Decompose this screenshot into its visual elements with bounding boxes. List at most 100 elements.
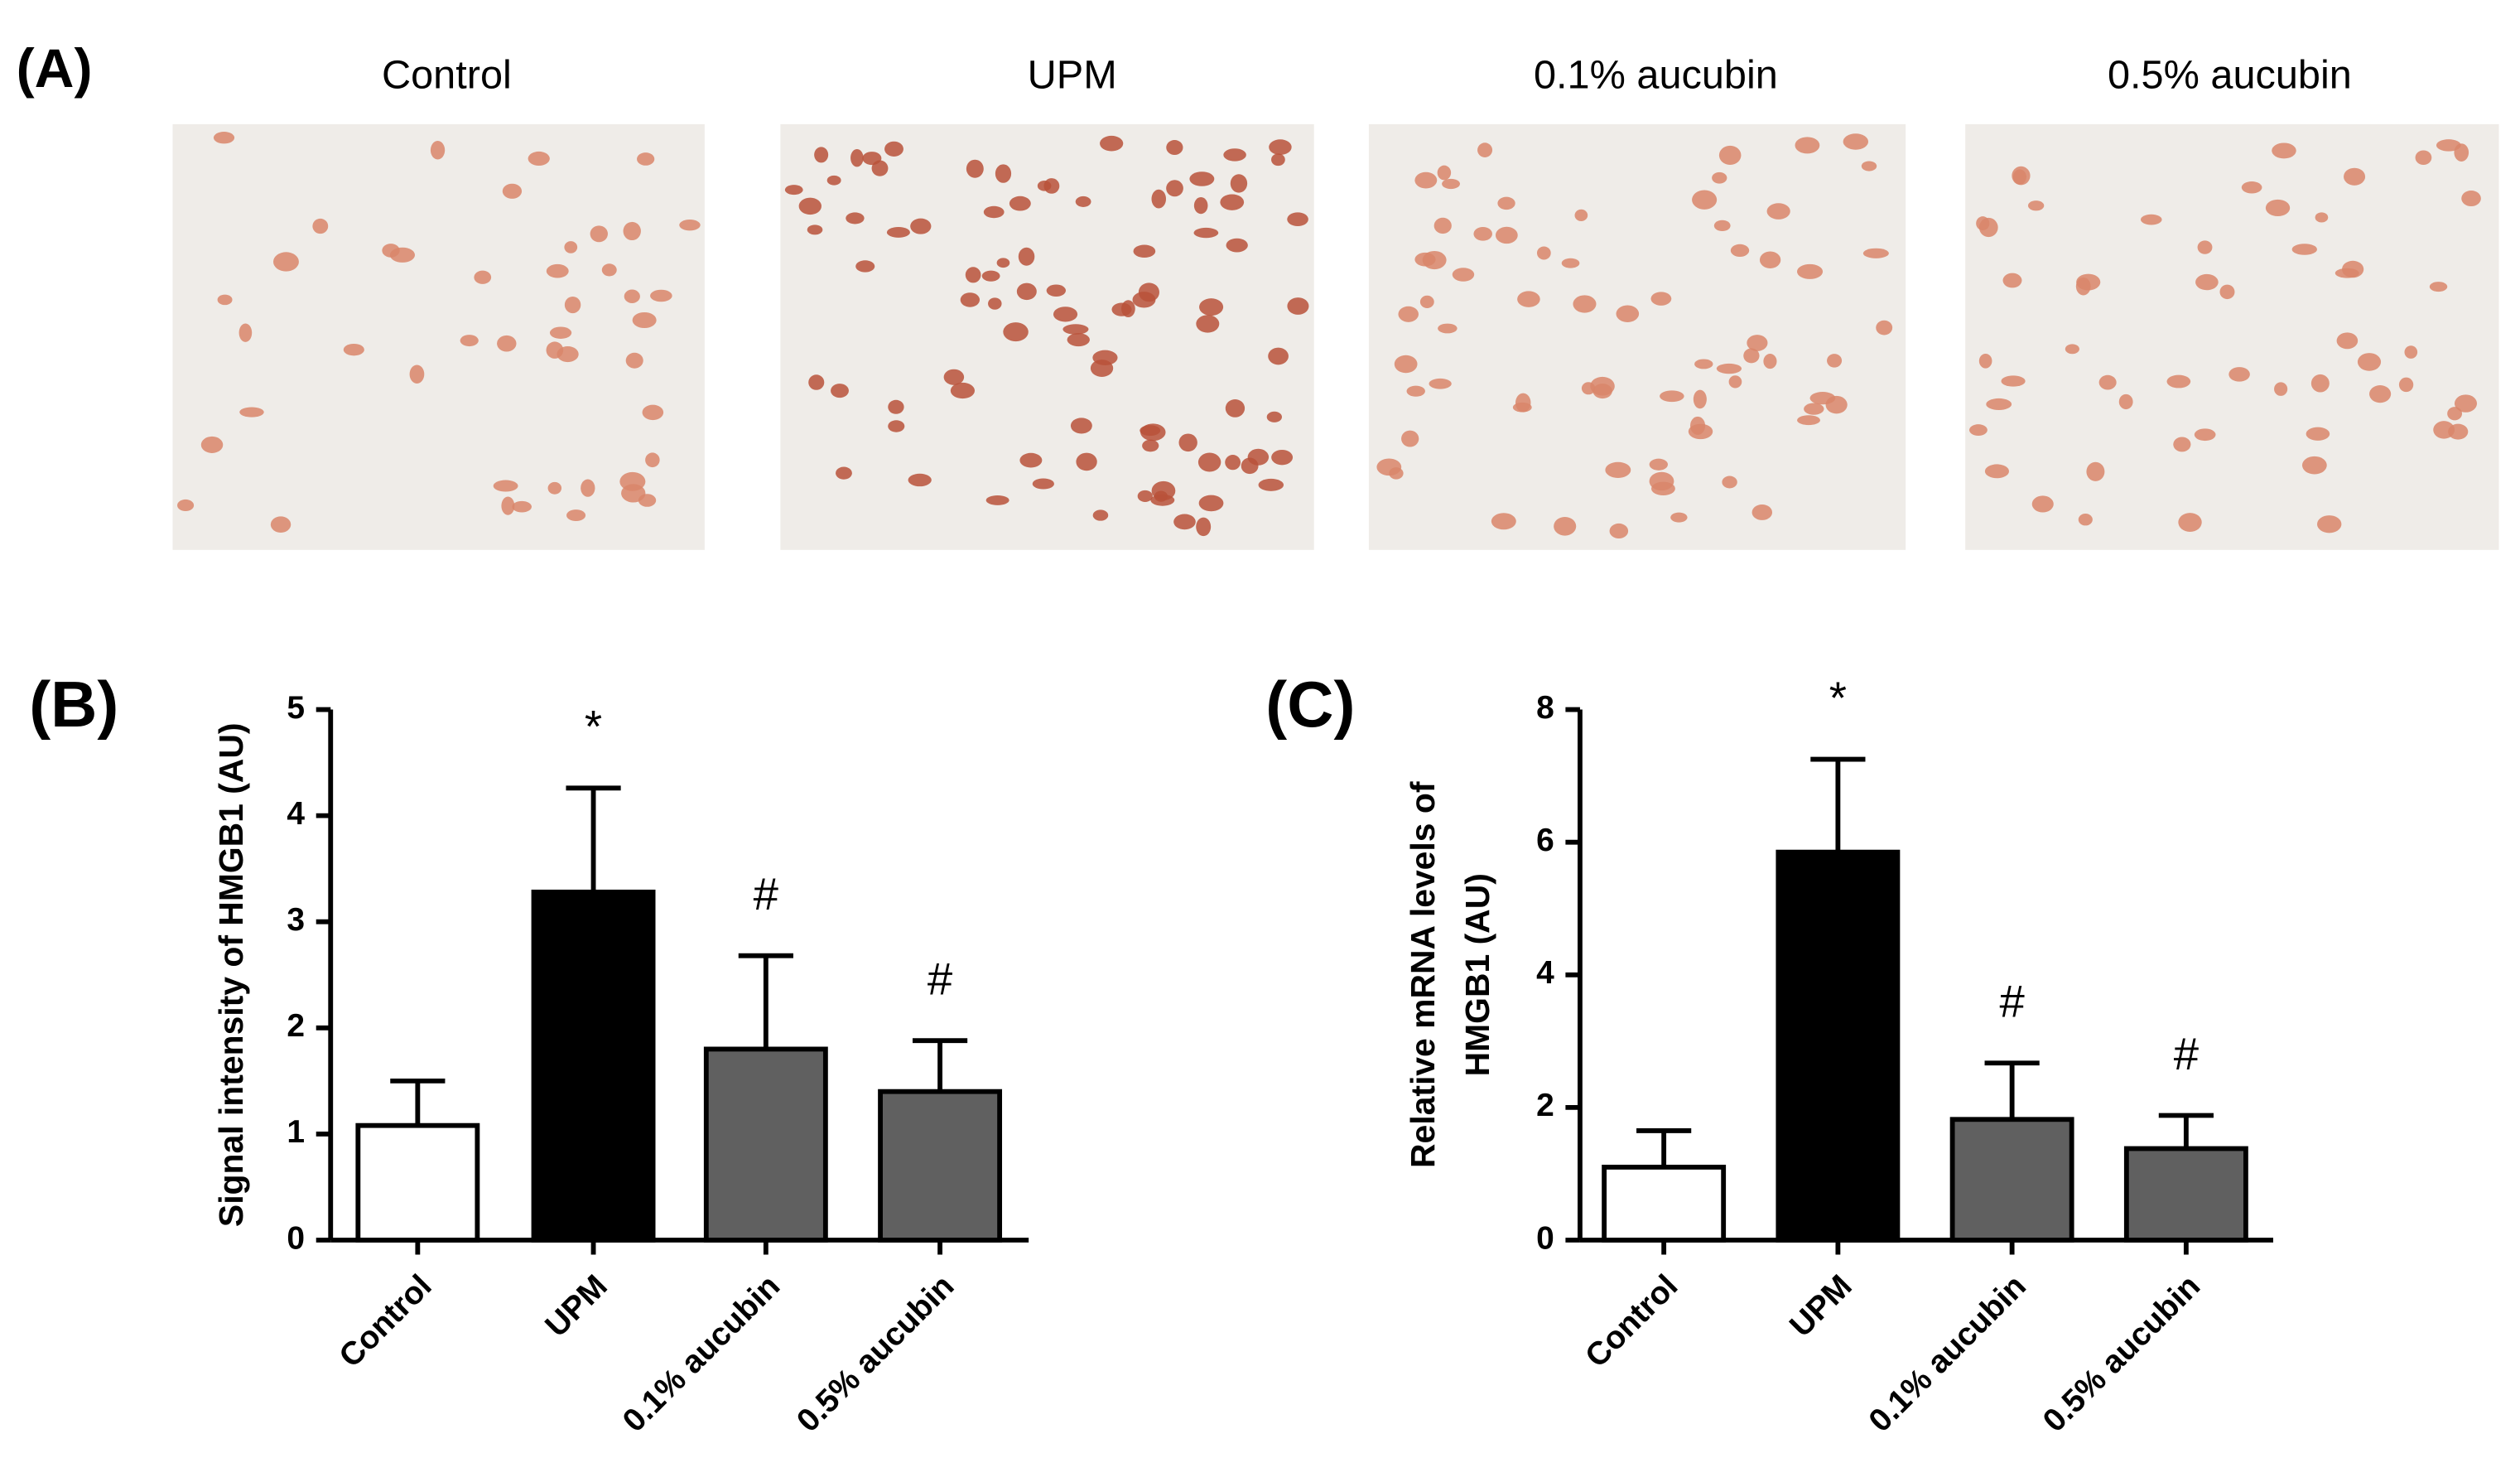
nucleus <box>546 263 569 278</box>
nucleus <box>950 382 976 399</box>
nucleus <box>2078 514 2093 526</box>
nucleus <box>2454 143 2469 162</box>
nucleus <box>2310 374 2330 393</box>
nucleus <box>2219 284 2235 300</box>
nucleus <box>1166 180 1183 197</box>
nucleus <box>409 364 425 384</box>
nucleus <box>2429 282 2448 292</box>
y-tick-label: 0 <box>287 1220 305 1256</box>
y-tick-label: 6 <box>1536 823 1554 858</box>
nucleus <box>1797 415 1820 426</box>
nucleus <box>632 311 657 329</box>
nucleus <box>2002 273 2022 288</box>
nucleus <box>2398 377 2414 393</box>
nucleus <box>1517 291 1540 307</box>
nucleus <box>1173 514 1196 530</box>
nucleus <box>1090 360 1114 377</box>
nucleus <box>547 481 562 495</box>
nucleus <box>996 258 1010 268</box>
bar <box>703 1046 828 1243</box>
nucleus <box>2274 382 2288 396</box>
nucleus <box>1193 227 1219 239</box>
nucleus <box>501 496 515 515</box>
nucleus <box>1151 189 1167 209</box>
nucleus <box>1053 307 1078 322</box>
nucleus <box>200 436 224 453</box>
image-title: 0.1% aucubin <box>1534 52 1778 97</box>
nucleus <box>1111 302 1132 316</box>
nucleus <box>2012 166 2031 186</box>
nucleus <box>1137 490 1153 503</box>
nucleus <box>1398 306 1419 322</box>
image-title: 0.5% aucubin <box>2108 52 2352 97</box>
nucleus <box>474 270 492 284</box>
significance-mark: * <box>585 702 602 752</box>
nucleus <box>1605 461 1631 478</box>
nucleus <box>1197 452 1221 472</box>
nucleus <box>966 159 984 178</box>
bar <box>878 1089 1003 1243</box>
nucleus <box>1046 284 1067 297</box>
nucleus <box>1075 196 1091 207</box>
nucleus <box>2065 344 2079 355</box>
nucleus <box>2369 385 2392 403</box>
nucleus <box>1437 165 1452 181</box>
nucleus <box>2272 142 2296 159</box>
nucleus <box>808 374 825 390</box>
nucleus <box>981 270 1000 282</box>
nucleus <box>1438 323 1458 334</box>
nucleus <box>855 260 875 273</box>
nucleus <box>2173 437 2191 452</box>
nucleus <box>493 480 518 492</box>
nucleus <box>1196 517 1212 537</box>
y-tick-label: 1 <box>287 1114 305 1150</box>
nucleus <box>1406 385 1425 397</box>
image-title: UPM <box>1028 52 1117 97</box>
nucleus <box>1670 512 1688 523</box>
nucleus <box>2141 214 2162 225</box>
nucleus <box>1076 452 1097 471</box>
nucleus <box>623 221 641 241</box>
nucleus <box>624 289 640 303</box>
nucleus <box>1019 452 1043 468</box>
nucleus <box>988 297 1002 310</box>
nucleus <box>1554 516 1577 536</box>
nucleus <box>619 471 646 491</box>
nucleus <box>1220 194 1245 210</box>
y-tick-label: 4 <box>1536 955 1554 991</box>
nucleus <box>1796 263 1824 279</box>
nucleus <box>460 335 479 347</box>
nucleus <box>1581 382 1596 395</box>
y-axis-label: HMGB1 (AU) <box>1458 873 1496 1076</box>
nucleus <box>995 164 1012 183</box>
nucleus <box>884 141 903 157</box>
nucleus <box>217 294 233 306</box>
nucleus <box>1650 292 1672 306</box>
nucleus <box>1287 297 1309 315</box>
nucleus <box>1414 171 1438 189</box>
significance-mark: # <box>754 869 779 920</box>
nucleus <box>1763 354 1777 369</box>
nucleus <box>831 384 849 398</box>
micrograph <box>172 123 705 550</box>
nucleus <box>1193 197 1208 215</box>
nucleus <box>2436 139 2461 152</box>
micrograph <box>1965 123 2499 550</box>
y-axis-label: Relative mRNA levels of <box>1404 781 1442 1168</box>
nucleus <box>1536 246 1551 260</box>
nucleus <box>528 151 550 167</box>
nucleus <box>637 152 655 166</box>
nucleus <box>888 399 904 414</box>
nucleus <box>1693 389 1707 409</box>
nucleus <box>1258 478 1284 491</box>
nucleus <box>910 218 932 234</box>
nucleus <box>601 263 617 277</box>
panel-label: (B) <box>29 669 118 741</box>
nucleus <box>1037 181 1052 191</box>
nucleus <box>1199 298 1224 316</box>
micrograph <box>1368 123 1906 550</box>
nucleus <box>1978 217 1998 238</box>
nucleus <box>1861 161 1877 171</box>
nucleus <box>1166 140 1183 156</box>
nucleus <box>1986 398 2012 410</box>
